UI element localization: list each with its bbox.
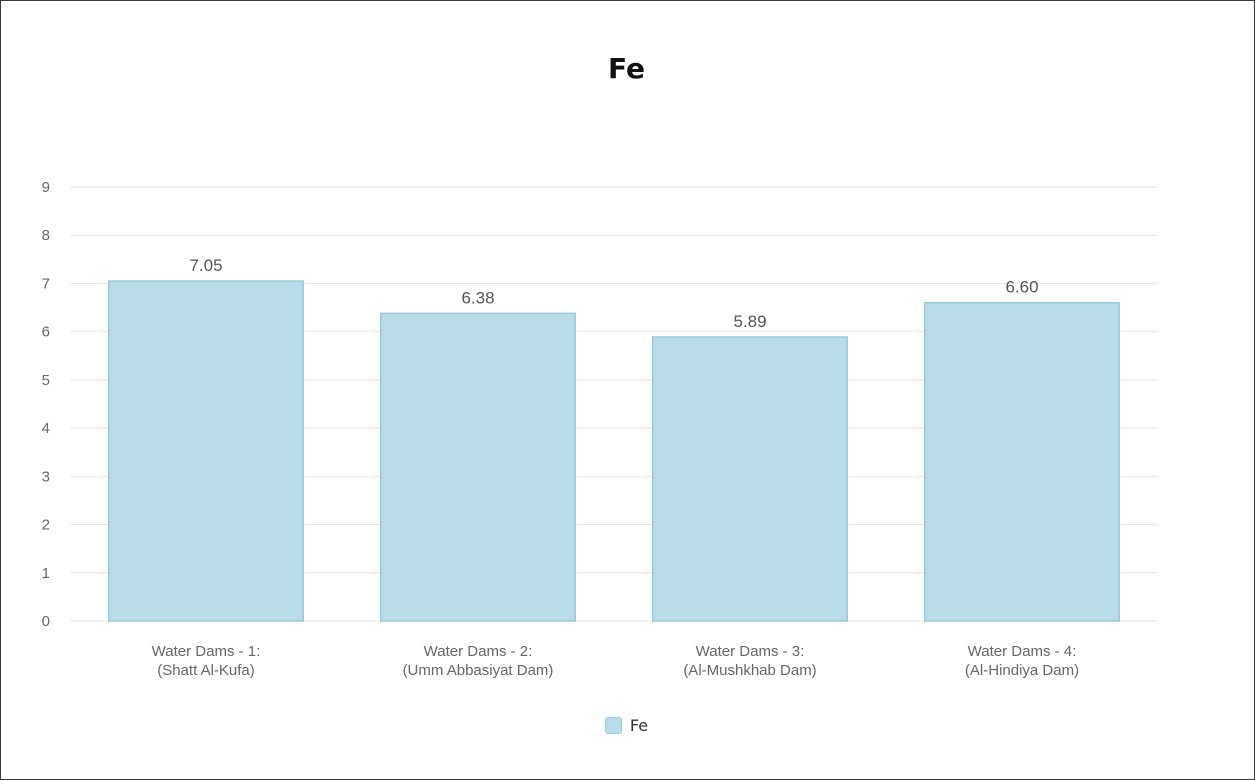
x-category-label: Water Dams - 4:: [968, 643, 1077, 660]
y-tick-label: 1: [42, 565, 50, 582]
bar-3[interactable]: [652, 336, 848, 622]
y-tick-label: 2: [42, 517, 50, 534]
x-category-label: (Umm Abbasiyat Dam): [403, 662, 554, 679]
bar-2[interactable]: [380, 312, 576, 622]
x-category-label: Water Dams - 2:: [424, 643, 533, 660]
x-axis-categories: Water Dams - 1: (Shatt Al-Kufa) Water Dams…: [152, 643, 1079, 679]
bar-1[interactable]: [108, 280, 304, 622]
legend[interactable]: Fe: [0, 716, 1253, 735]
x-category-label: (Al-Hindiya Dam): [965, 662, 1079, 679]
y-tick-label: 7: [42, 275, 50, 292]
bar-4[interactable]: [924, 301, 1120, 622]
x-category-label: (Al-Mushkhab Dam): [683, 662, 816, 679]
data-label-3: 5.89: [733, 312, 766, 331]
y-tick-label: 6: [42, 324, 50, 341]
y-tick-label: 0: [42, 613, 50, 630]
y-axis-ticks: 0 1 2 3 4 5 6 7 8 9: [42, 179, 50, 630]
legend-swatch: [604, 717, 622, 734]
y-tick-label: 4: [42, 420, 50, 437]
data-label-4: 6.60: [1005, 278, 1038, 297]
data-labels: 7.05 6.38 5.89 6.60: [189, 256, 1038, 331]
y-tick-label: 8: [42, 227, 50, 244]
y-tick-label: 3: [42, 468, 50, 485]
data-label-2: 6.38: [461, 288, 494, 307]
x-category-label: (Shatt Al-Kufa): [157, 662, 255, 679]
y-tick-label: 9: [42, 179, 50, 196]
legend-label-fe: Fe: [629, 716, 649, 735]
y-tick-label: 5: [42, 372, 50, 389]
data-label-1: 7.05: [189, 256, 222, 275]
x-category-label: Water Dams - 1:: [152, 643, 261, 660]
x-category-label: Water Dams - 3:: [696, 643, 805, 660]
bars: [108, 280, 1120, 622]
chart-title: Fe: [608, 52, 645, 85]
